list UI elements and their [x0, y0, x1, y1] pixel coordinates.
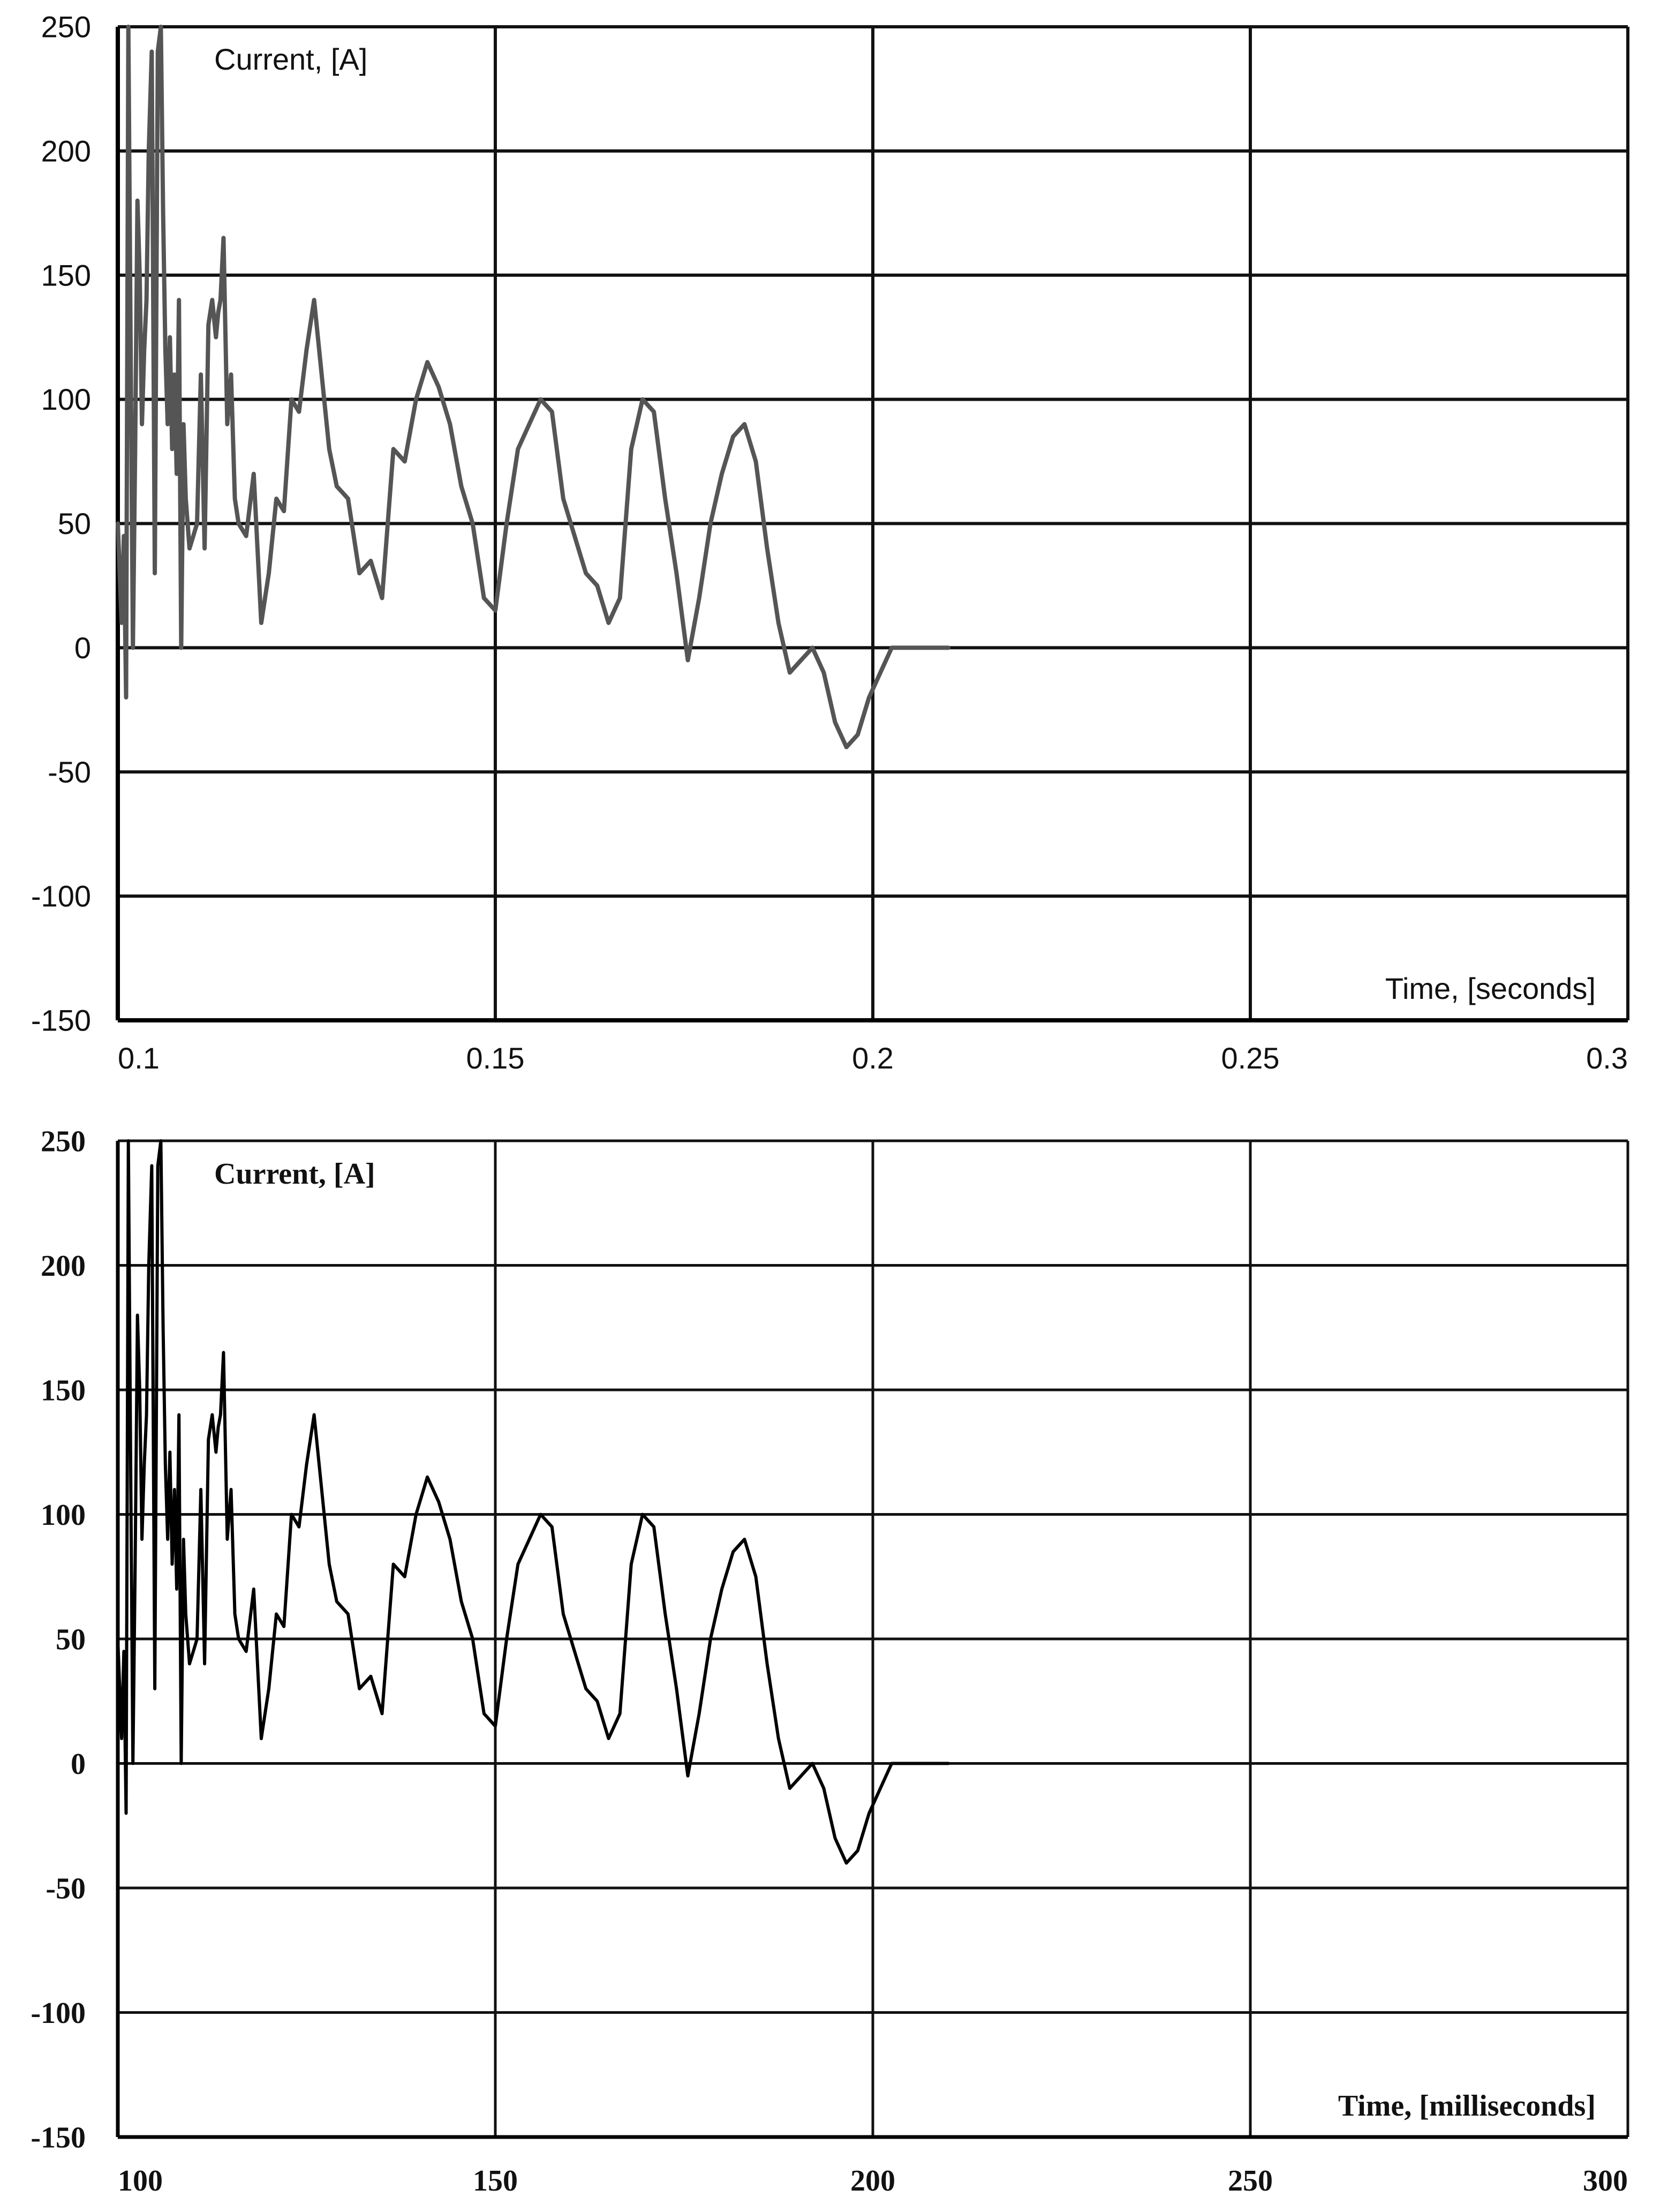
y-tick-label: -50	[46, 1872, 86, 1906]
y-tick-label: 150	[41, 258, 91, 292]
x-tick-label: 100	[118, 2164, 163, 2198]
y-tick-label: -50	[48, 755, 91, 789]
x-tick-label: 0.1	[118, 1041, 160, 1075]
y-axis-label: Current, [A]	[214, 1157, 375, 1191]
y-tick-label: 250	[41, 10, 91, 44]
y-tick-label: 200	[41, 1250, 86, 1283]
y-tick-label: 250	[41, 1125, 86, 1158]
y-tick-label: -150	[31, 2121, 86, 2155]
x-tick-label: 300	[1583, 2164, 1628, 2198]
current-series-line	[116, 1139, 950, 1865]
y-tick-label: 100	[41, 382, 91, 416]
y-tick-label: 50	[58, 507, 91, 540]
x-axis-label: Time, [milliseconds]	[1338, 2089, 1596, 2123]
y-tick-label: 0	[74, 631, 91, 665]
x-tick-label: 200	[850, 2164, 895, 2198]
current-vs-time-seconds-chart: 250 200 150 100 50 0 -50 -100 -150 0.1 0.15 0.2 0.25…	[31, 10, 1629, 1075]
x-axis-label: Time, [seconds]	[1385, 972, 1596, 1005]
y-tick-label: 150	[41, 1374, 86, 1408]
x-tick-label: 0.3	[1586, 1041, 1628, 1075]
y-tick-label: 200	[41, 134, 91, 168]
y-tick-label: 50	[56, 1623, 86, 1657]
x-tick-label: 150	[473, 2164, 518, 2198]
x-tick-label: 250	[1228, 2164, 1273, 2198]
current-vs-time-milliseconds-chart: 250 200 150 100 50 0 -50 -100 -150 100 150 200 250 30…	[31, 1125, 1629, 2198]
y-axis-label: Current, [A]	[214, 42, 367, 76]
x-tick-label: 0.25	[1221, 1041, 1280, 1075]
x-tick-label: 0.2	[852, 1041, 894, 1075]
y-tick-label: -100	[31, 879, 91, 913]
current-series-line	[116, 25, 950, 749]
y-tick-label: -100	[31, 1997, 86, 2030]
y-tick-label: 0	[71, 1748, 86, 1781]
y-tick-label: -150	[31, 1004, 91, 1037]
x-tick-label: 0.15	[466, 1041, 525, 1075]
y-tick-label: 100	[41, 1499, 86, 1532]
